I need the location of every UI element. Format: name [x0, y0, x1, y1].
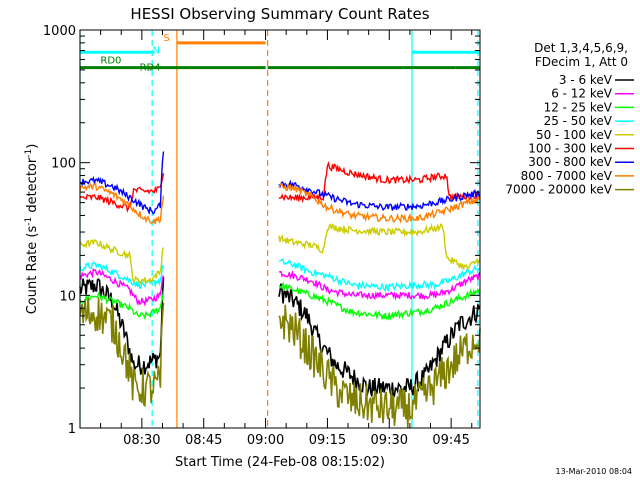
- series-line: [79, 280, 481, 321]
- y-axis-label-sup: -1: [24, 149, 34, 158]
- y-axis-label: Count Rate (s-1 detector-1): [24, 144, 40, 315]
- flag-label: S: [163, 33, 169, 44]
- footer-timestamp: 13-Mar-2010 08:04: [556, 467, 633, 476]
- legend-label: 25 - 50 keV: [544, 114, 613, 128]
- legend-label: 3 - 6 keV: [559, 73, 613, 87]
- flag-label: RD0: [100, 55, 121, 66]
- y-axis-label-part: ): [25, 144, 40, 149]
- series-line: [79, 182, 481, 225]
- y-tick-label: 1000: [43, 24, 76, 39]
- legend-label: 800 - 7000 keV: [521, 169, 613, 183]
- y-tick-label: 1: [68, 422, 76, 437]
- series-line: [79, 151, 481, 216]
- legend-label: 7000 - 20000 keV: [505, 183, 612, 197]
- legend-label: 50 - 100 keV: [536, 128, 613, 142]
- legend-label: 100 - 300 keV: [528, 142, 612, 156]
- plot-area: SN RD0 RD4: [79, 30, 481, 429]
- chart-title: HESSI Observing Summary Count Rates: [130, 5, 429, 23]
- series-line: [79, 258, 481, 293]
- x-tick-label: 08:45: [185, 433, 222, 448]
- x-axis: 08:30 08:45 09:00 09:15 09:30 09:45: [79, 30, 473, 448]
- legend-label: 12 - 25 keV: [544, 100, 613, 114]
- x-tick-label: 09:15: [309, 433, 346, 448]
- x-tick-label: 09:45: [432, 433, 469, 448]
- x-tick-label: 08:30: [123, 433, 160, 448]
- flag-label: RD4: [140, 63, 161, 74]
- series-line: [79, 277, 481, 401]
- legend-label: 300 - 800 keV: [528, 155, 612, 169]
- series-line: [79, 267, 481, 308]
- series-line: [79, 297, 481, 429]
- plot-frame: [79, 29, 481, 429]
- legend-header-line2: FDecim 1, Att 0: [535, 55, 628, 69]
- x-tick-label: 09:00: [247, 433, 284, 448]
- x-tick-label: 09:30: [371, 433, 408, 448]
- y-tick-label: 10: [59, 289, 76, 304]
- y-axis: 1 10 100 1000: [43, 24, 480, 437]
- y-axis-label-part: detector: [25, 157, 40, 217]
- series-line: [79, 222, 481, 286]
- legend-label: 6 - 12 keV: [551, 87, 613, 101]
- legend: Det 1,3,4,5,6,9, FDecim 1, Att 0 3 - 6 k…: [505, 41, 634, 197]
- x-axis-label: Start Time (24-Feb-08 08:15:02): [175, 455, 385, 470]
- flag-label: N: [153, 46, 160, 57]
- y-axis-label-part: Count Rate (s: [25, 226, 40, 315]
- y-tick-label: 100: [51, 157, 76, 172]
- legend-header-line1: Det 1,3,4,5,6,9,: [534, 41, 628, 55]
- y-axis-label-sup: -1: [24, 217, 34, 226]
